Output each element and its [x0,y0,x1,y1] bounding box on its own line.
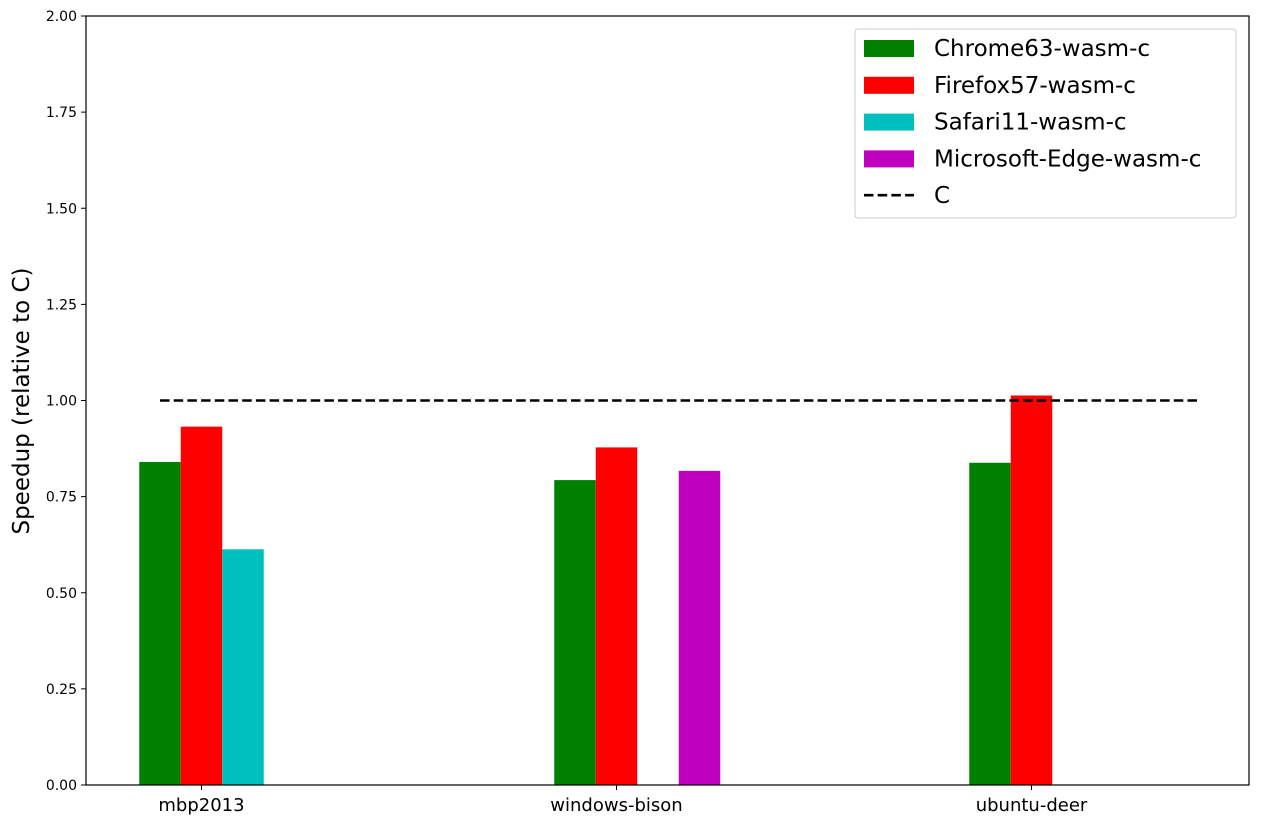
x-tick-label-ubuntu-deer: ubuntu-deer [976,795,1088,816]
legend-swatch-firefox57-wasm-c [864,76,914,94]
legend-label-safari11-wasm-c: Safari11-wasm-c [934,110,1127,136]
bar-chrome63-wasm-c-windows-bison [554,480,596,785]
y-tick-label: 1.50 [46,201,77,217]
legend-swatch-chrome63-wasm-c [864,40,914,57]
y-tick-label: 1.00 [46,394,77,410]
bar-microsoft-edge-wasm-c-windows-bison [678,470,721,785]
legend-label-microsoft-edge-wasm-c: Microsoft-Edge-wasm-c [934,146,1201,172]
legend: Chrome63-wasm-c Firefox57-wasm-c Safari11-… [854,28,1237,219]
bar-firefox57-wasm-c-windows-bison [595,447,638,785]
bar-chrome63-wasm-c-mbp2013 [139,462,181,785]
x-axis: mbp2013 windows-bison ubuntu-deer [158,785,1088,816]
bar-firefox57-wasm-c-mbp2013 [180,426,223,785]
x-tick-label-windows-bison: windows-bison [550,795,682,816]
y-tick-label: 0.50 [46,586,77,602]
x-tick-label-mbp2013: mbp2013 [158,795,244,816]
legend-label-chrome63-wasm-c: Chrome63-wasm-c [934,36,1150,62]
legend-swatch-safari11-wasm-c [864,113,914,131]
y-axis-title: Speedup (relative to C) [9,267,35,534]
bar-firefox57-wasm-c-ubuntu-deer [1010,395,1053,785]
y-tick-label: 0.00 [46,778,77,794]
y-tick-label: 1.75 [46,105,77,121]
legend-swatch-microsoft-edge-wasm-c [864,150,914,168]
y-axis: 0.00 0.25 0.50 0.75 1.00 1.25 1.50 1.75 2.00 [46,9,86,794]
y-tick-label: 0.75 [46,490,77,506]
bars-group [139,395,1053,785]
legend-box [854,28,1237,219]
legend-label-firefox57-wasm-c: Firefox57-wasm-c [934,73,1136,99]
y-tick-label: 0.25 [46,682,77,698]
bar-chrome63-wasm-c-ubuntu-deer [969,462,1011,785]
y-tick-label: 2.00 [46,9,77,25]
bar-safari11-wasm-c-mbp2013 [222,549,264,785]
y-tick-label: 1.25 [46,297,77,313]
legend-label-c: C [934,183,950,209]
